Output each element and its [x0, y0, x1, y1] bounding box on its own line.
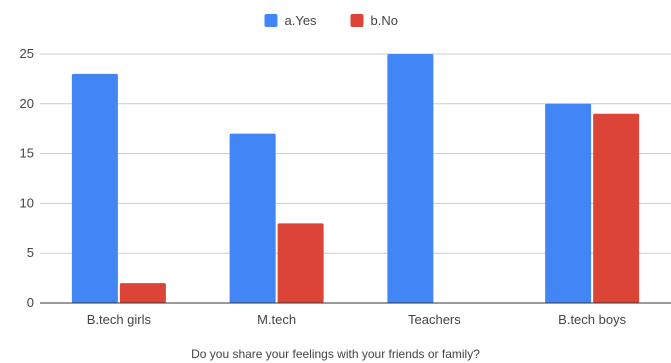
legend-swatch — [350, 14, 364, 27]
legend: a.Yes b.No — [264, 13, 398, 28]
bar-b-no-1 — [119, 283, 166, 303]
y-tick-label: 25 — [20, 46, 34, 61]
x-tick-label: M.tech — [257, 312, 296, 327]
y-tick-label: 20 — [20, 96, 34, 111]
bars — [71, 54, 640, 303]
x-tick-label: B.tech girls — [87, 312, 152, 327]
bar-a-yes-4 — [545, 103, 592, 303]
y-tick-label: 15 — [20, 146, 34, 161]
y-tick-label: 10 — [20, 195, 34, 210]
bar-a-yes-2 — [229, 133, 276, 303]
y-tick-label: 5 — [27, 245, 34, 260]
bar-b-no-4 — [593, 113, 640, 303]
x-tick-label: B.tech boys — [558, 312, 626, 327]
x-tick-label: Teachers — [408, 312, 461, 327]
legend-label: a.Yes — [285, 13, 318, 28]
y-axis-ticks: 0 5 10 15 20 25 — [20, 46, 34, 310]
bar-a-yes-3 — [387, 54, 434, 303]
y-tick-label: 0 — [27, 295, 34, 310]
legend-swatch — [264, 14, 278, 27]
bar-b-no-2 — [277, 223, 324, 303]
x-axis-ticks: B.tech girls M.tech Teachers B.tech boys — [87, 312, 627, 327]
x-axis-title: Do you share your feelings with your fri… — [191, 347, 480, 361]
legend-label: b.No — [371, 13, 398, 28]
bar-a-yes-1 — [71, 73, 118, 303]
